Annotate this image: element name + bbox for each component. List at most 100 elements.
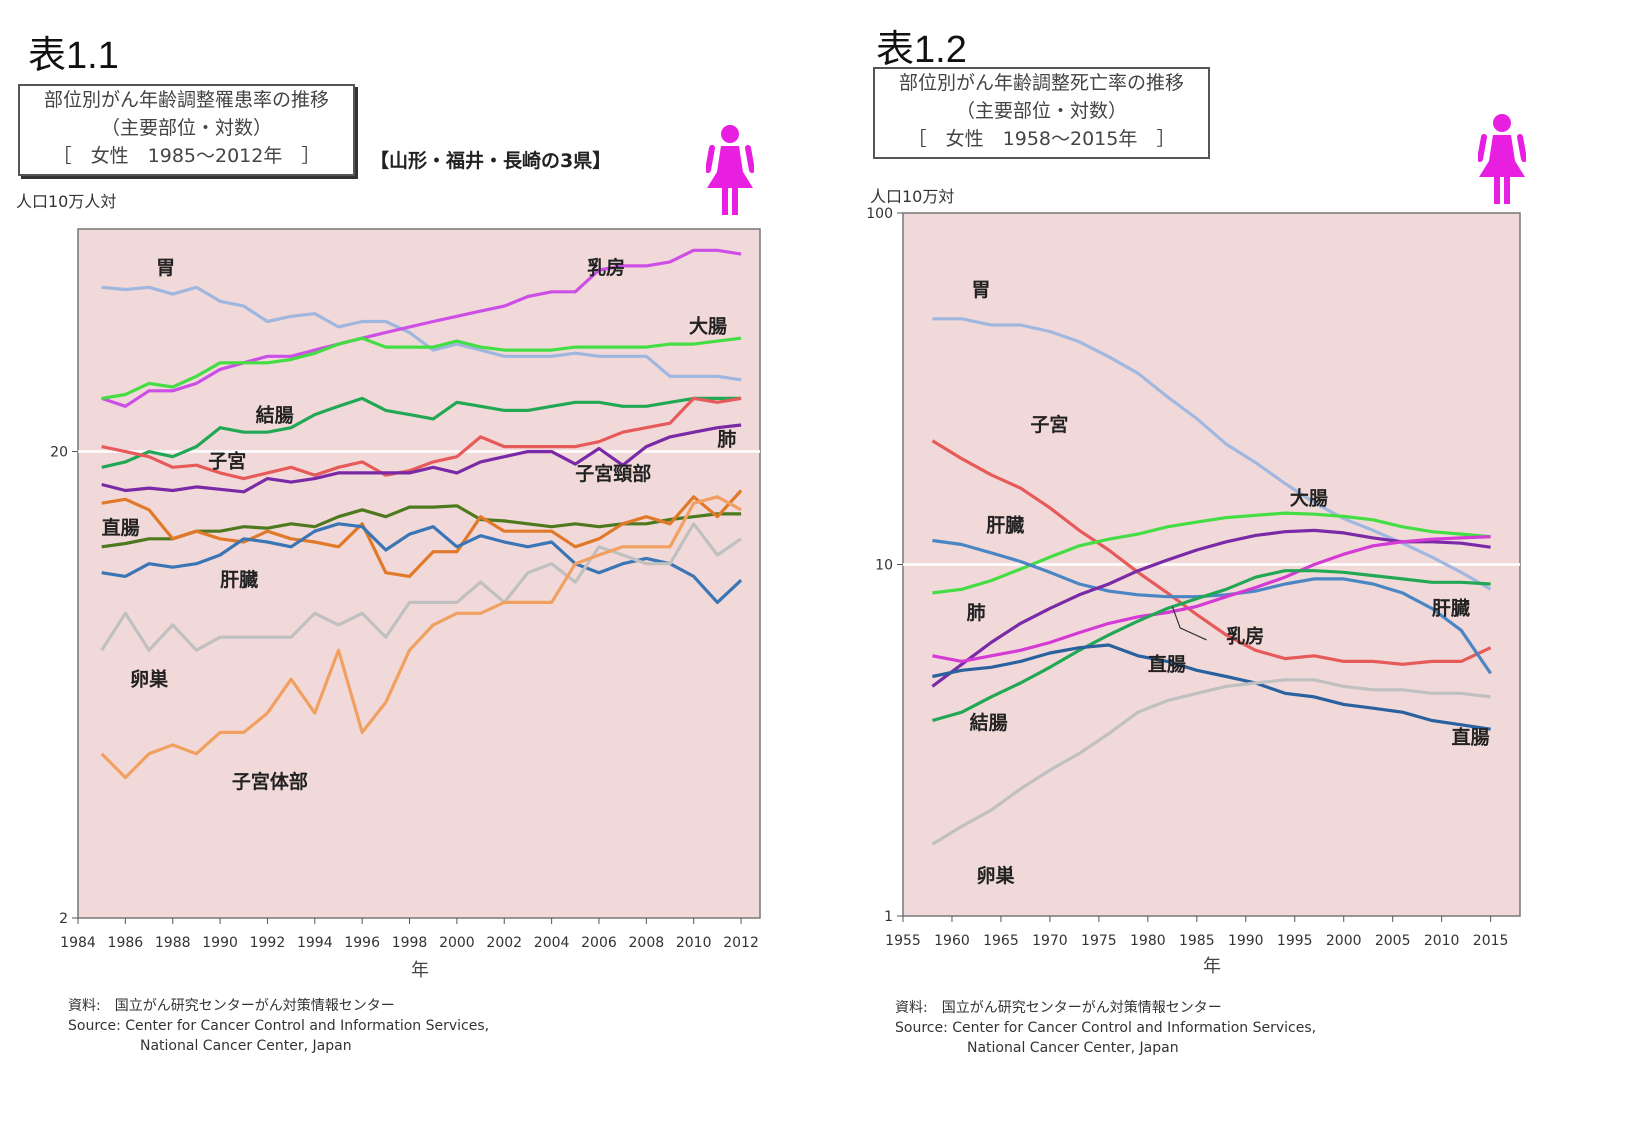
x-tick-label: 2015 [1473, 933, 1509, 949]
x-tick-label: 1994 [297, 935, 333, 951]
series-label: 子宮体部 [232, 770, 308, 793]
y-tick-label: 1 [884, 909, 893, 925]
series-label: 肝臓 [1432, 598, 1470, 620]
series-label: 卵巣 [130, 668, 169, 691]
x-tick-label: 1988 [155, 935, 191, 951]
series-line-大腸 [932, 511, 1491, 595]
series-label: 大腸 [689, 314, 727, 337]
y-tick-label: 20 [50, 445, 68, 461]
series-label: 結腸 [970, 711, 1008, 734]
chart-title-1: 部位別がん年齢調整罹患率の推移 [43, 89, 329, 111]
y-tick-label: 100 [866, 206, 893, 222]
panel-label-1: 表1.1 [28, 35, 119, 77]
x-tick-label: 1980 [1130, 933, 1166, 949]
chart-title-box-2: 部位別がん年齢調整死亡率の推移 （主要部位・対数） ［ 女性 1958～2015… [873, 67, 1210, 159]
source-line: 資料: 国立がん研究センターがん対策情報センター [895, 1000, 1222, 1016]
series-line-肝臓 [932, 538, 1492, 675]
series-line-乳房 [101, 248, 742, 408]
female-icon-1 [706, 125, 754, 215]
series-label: 直腸 [1451, 725, 1489, 748]
x-tick-label: 1960 [934, 933, 970, 949]
x-tick-label: 2010 [676, 935, 712, 951]
series-label: 乳房 [587, 256, 625, 279]
series-label: 肺 [717, 429, 736, 451]
x-tick-label: 1984 [60, 935, 96, 951]
x-tick-label: 1955 [885, 933, 921, 949]
series-line-大腸 [101, 336, 742, 400]
series-label: 子宮 [208, 449, 246, 472]
y-tick-label: 2 [59, 911, 68, 927]
chart-subtitle-2: （主要部位・対数） [955, 100, 1127, 122]
x-tick-label: 1996 [344, 935, 380, 951]
x-tick-label: 2004 [534, 935, 570, 951]
series-line-胃 [101, 285, 742, 382]
source-note-1: 資料: 国立がん研究センターがん対策情報センター Source: Center … [68, 996, 489, 1056]
series-label: 直腸 [1148, 652, 1186, 675]
x-tick-label: 1986 [108, 935, 144, 951]
x-axis-title: 年 [1203, 956, 1221, 977]
x-tick-label: 2010 [1424, 933, 1460, 949]
series-label: 胃 [972, 279, 991, 301]
source-line: Source: Center for Cancer Control and In… [895, 1020, 1317, 1036]
x-tick-label: 1998 [392, 935, 428, 951]
series-label: 結腸 [256, 403, 294, 426]
series-line-乳房 [932, 535, 1491, 664]
series-line-直腸 [932, 643, 1491, 731]
series-label: 大腸 [1290, 487, 1328, 510]
x-tick-label: 1992 [250, 935, 286, 951]
chart-period-1: ［ 女性 1985～2012年 ］ [52, 145, 321, 167]
x-tick-label: 2000 [439, 935, 475, 951]
x-tick-label: 1975 [1081, 933, 1117, 949]
source-line: Source: Center for Cancer Control and In… [68, 1018, 490, 1034]
x-tick-label: 1970 [1032, 933, 1068, 949]
series-label: 卵巣 [976, 864, 1015, 887]
x-tick-label: 2012 [723, 935, 759, 951]
series-label: 肺 [967, 602, 986, 624]
series-label: 胃 [156, 257, 175, 279]
series-label: 直腸 [102, 516, 140, 539]
y-unit-label-1: 人口10万人対 [16, 192, 117, 211]
x-tick-label: 2006 [581, 935, 617, 951]
chart-title-box-1: 部位別がん年齢調整罹患率の推移 （主要部位・対数） ［ 女性 1985～2012… [18, 84, 355, 176]
female-icon-2 [1478, 114, 1526, 204]
series-line-子宮頸部 [101, 489, 743, 579]
series-line-結腸 [101, 396, 742, 469]
series-line-結腸 [931, 569, 1491, 723]
x-tick-label: 1990 [202, 935, 238, 951]
x-tick-label: 2008 [629, 935, 665, 951]
plot-area [77, 228, 761, 919]
panel-label-2: 表1.2 [876, 29, 967, 71]
x-tick-label: 1985 [1179, 933, 1215, 949]
label-leader-line [1171, 606, 1207, 641]
x-tick-label: 1990 [1228, 933, 1264, 949]
y-tick-label: 10 [875, 558, 893, 574]
x-tick-label: 1965 [983, 933, 1019, 949]
series-line-卵巣 [100, 522, 743, 652]
x-tick-label: 2000 [1326, 933, 1362, 949]
series-label: 肝臓 [986, 515, 1024, 537]
x-axis-title: 年 [411, 960, 429, 981]
series-line-直腸 [101, 504, 742, 549]
series-line-子宮 [101, 396, 742, 481]
chart-subtitle-1: （主要部位・対数） [100, 117, 272, 139]
y-unit-label-2: 人口10万対 [870, 187, 955, 206]
series-label: 肝臓 [220, 569, 258, 591]
chart-title-2: 部位別がん年齢調整死亡率の推移 [898, 72, 1184, 94]
series-label: 子宮 [1030, 413, 1068, 436]
source-line: National Cancer Center, Japan [967, 1040, 1179, 1056]
series-line-子宮体部 [100, 495, 742, 780]
source-line: 資料: 国立がん研究センターがん対策情報センター [68, 998, 395, 1014]
series-label: 子宮頸部 [575, 462, 651, 485]
series-label: 乳房 [1226, 624, 1264, 647]
series-line-卵巣 [931, 678, 1491, 846]
source-line: National Cancer Center, Japan [140, 1038, 352, 1054]
series-line-子宮 [931, 439, 1492, 666]
x-tick-label: 2002 [486, 935, 522, 951]
x-tick-label: 1995 [1277, 933, 1313, 949]
chart-period-2: ［ 女性 1958～2015年 ］ [907, 128, 1176, 150]
series-line-肺 [101, 423, 742, 494]
x-tick-label: 2005 [1375, 933, 1411, 949]
source-note-2: 資料: 国立がん研究センターがん対策情報センター Source: Center … [895, 998, 1316, 1058]
